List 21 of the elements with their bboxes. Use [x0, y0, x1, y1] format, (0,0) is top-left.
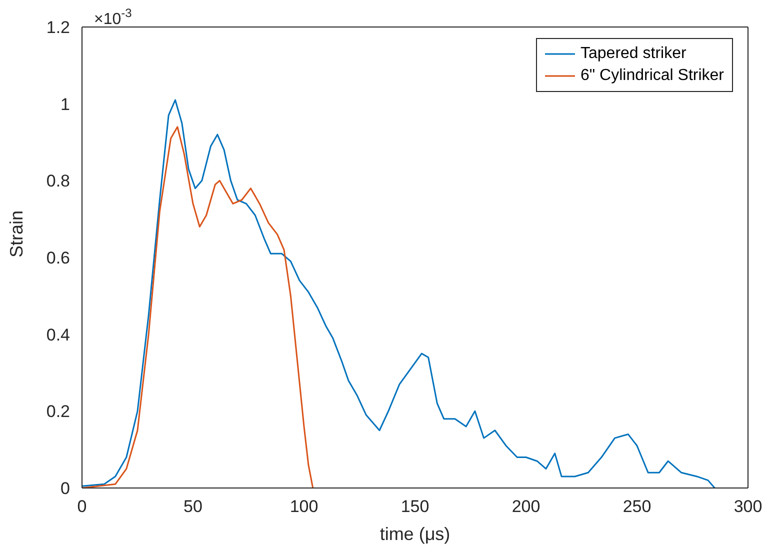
y-tick-label: 1: [60, 94, 70, 114]
x-tick-label: 250: [622, 497, 652, 516]
y-tick-label: 0.4: [46, 325, 70, 344]
legend-label: Tapered striker: [580, 44, 686, 64]
annotation: ×10$^{-3}$: [94, 6, 132, 28]
x-axis-title: time (μs): [380, 524, 450, 544]
x-tick-label: 150: [400, 497, 430, 516]
y-tick-label: 0: [60, 479, 70, 498]
y-tick-label: 0.8: [46, 172, 70, 191]
line-series: [82, 126, 314, 488]
x-tick-label: 50: [184, 497, 202, 516]
x-tick-label: 200: [512, 497, 540, 516]
x-tick-label: 300: [734, 497, 762, 516]
y-tick-label: 0.2: [46, 402, 70, 422]
legend-label: 6" Cylindrical Striker: [580, 66, 724, 86]
y-tick-label: 0.6: [46, 248, 70, 268]
line-series: [82, 99, 716, 488]
y-tick-label: 1.2: [46, 18, 70, 38]
x-tick-label: 0: [77, 497, 87, 516]
x-tick-label: 100: [290, 497, 318, 516]
y-axis-title: Strain: [6, 210, 26, 258]
